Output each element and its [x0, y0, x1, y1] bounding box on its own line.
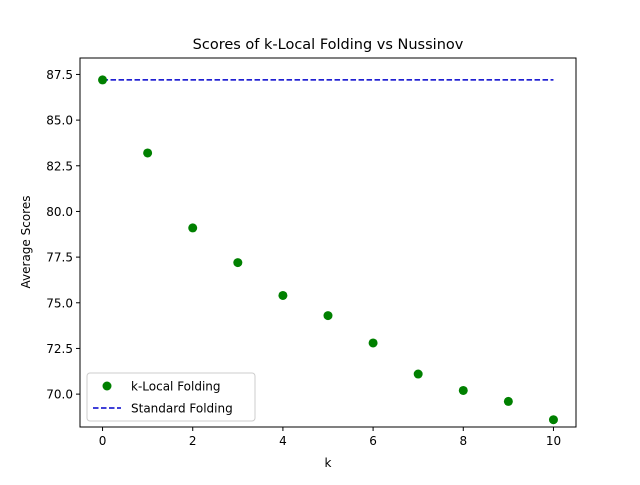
- legend-label-standard-folding: Standard Folding: [131, 402, 233, 416]
- chart-title: Scores of k-Local Folding vs Nussinov: [193, 37, 464, 53]
- data-point-k-local-folding: [323, 311, 333, 321]
- data-point-k-local-folding: [233, 258, 243, 268]
- plot-frame: [79, 57, 577, 428]
- y-axis-label: Average Scores: [19, 196, 33, 289]
- x-axis-label: k: [325, 456, 332, 470]
- y-tick-label: 87.5: [46, 68, 73, 82]
- plot-area: [98, 75, 558, 425]
- x-axis: 0 2 4 6 8 10: [99, 427, 561, 448]
- y-tick-label: 80.0: [46, 205, 73, 219]
- data-point-k-local-folding: [143, 148, 153, 158]
- x-tick-label: 10: [546, 434, 561, 448]
- y-axis: 70.0 72.5 75.0 77.5 80.0 82.5 85.0 87.5: [46, 68, 80, 402]
- x-tick-label: 4: [279, 434, 287, 448]
- data-point-k-local-folding: [98, 75, 108, 85]
- y-tick-label: 85.0: [46, 114, 73, 128]
- y-tick-label: 72.5: [46, 342, 73, 356]
- data-point-k-local-folding: [278, 290, 288, 300]
- data-point-k-local-folding: [413, 369, 423, 379]
- y-tick-label: 82.5: [46, 159, 73, 173]
- x-tick-label: 2: [189, 434, 197, 448]
- data-point-k-local-folding: [503, 396, 513, 406]
- data-point-k-local-folding: [548, 415, 558, 425]
- data-point-k-local-folding: [188, 223, 198, 233]
- x-tick-label: 0: [99, 434, 107, 448]
- x-tick-label: 6: [369, 434, 377, 448]
- legend-marker-k-local-folding: [102, 381, 112, 391]
- y-tick-label: 77.5: [46, 251, 73, 265]
- data-point-k-local-folding: [368, 338, 378, 348]
- x-tick-label: 8: [459, 434, 467, 448]
- y-tick-label: 75.0: [46, 296, 73, 310]
- legend-label-k-local-folding: k-Local Folding: [131, 380, 221, 394]
- y-tick-label: 70.0: [46, 388, 73, 402]
- data-point-k-local-folding: [458, 385, 468, 395]
- legend: k-Local Folding Standard Folding: [86, 372, 256, 422]
- legend-box: [86, 372, 256, 422]
